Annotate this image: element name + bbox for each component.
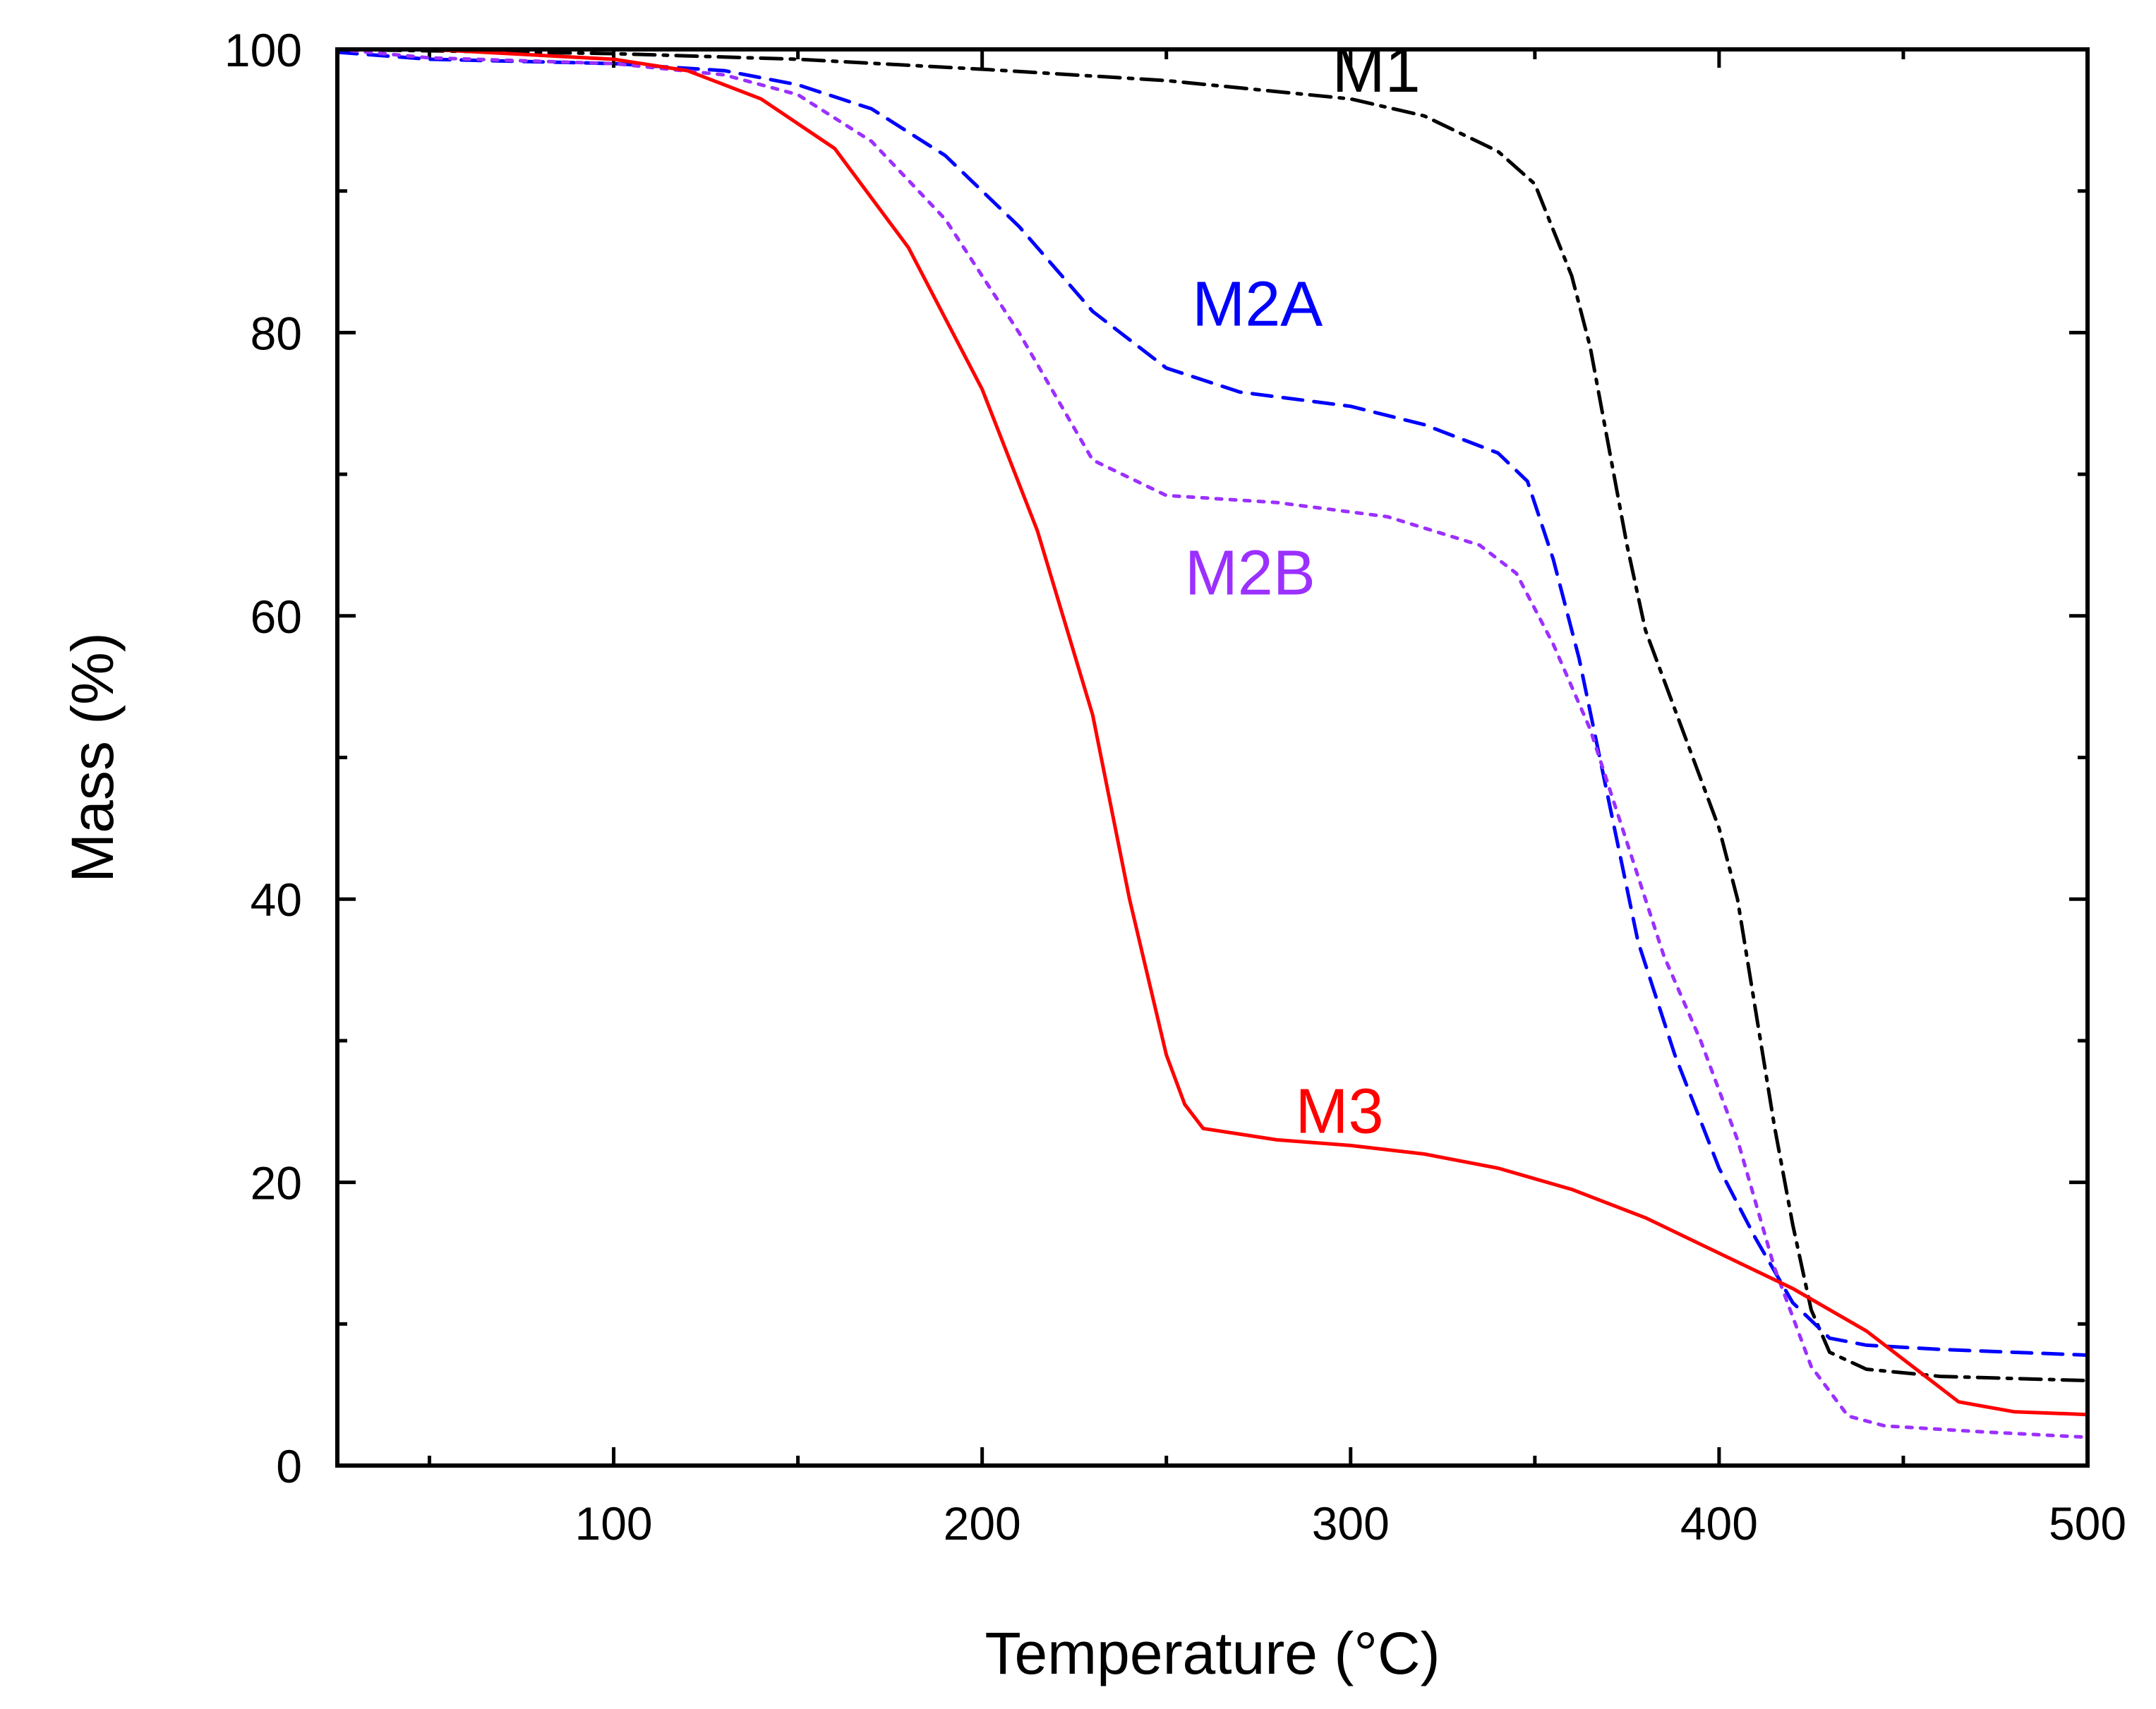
y-tick-label: 60 [251, 591, 302, 643]
y-axis-title: Mass (%) [59, 632, 126, 883]
series-label-m3: M3 [1295, 1076, 1383, 1147]
series-labels: M1 M2A M2B M3 [1185, 35, 1421, 1147]
y-tick-label: 80 [251, 307, 302, 359]
x-tick-label: 200 [944, 1497, 1021, 1550]
tick-labels: 100 200 300 400 500 0 20 40 60 80 100 [224, 24, 2126, 1550]
x-tick-label: 300 [1312, 1497, 1390, 1550]
series-label-m1: M1 [1332, 35, 1421, 106]
y-tick-label: 20 [251, 1157, 302, 1209]
axis-ticks [337, 47, 2090, 1468]
x-axis-title: Temperature (°C) [984, 1620, 1440, 1686]
x-tick-label: 500 [2049, 1497, 2126, 1550]
series-label-m2b: M2B [1185, 538, 1315, 609]
series-label-m2a: M2A [1192, 269, 1323, 339]
series-line-m2a [335, 50, 2090, 1357]
x-tick-label: 400 [1680, 1497, 1758, 1550]
x-tick-label: 100 [575, 1497, 653, 1550]
series-line-m2b [335, 47, 2090, 1439]
y-tick-label: 100 [224, 24, 302, 76]
y-tick-label: 0 [276, 1440, 302, 1492]
series-line-m1 [335, 47, 2090, 1383]
series-line-m3 [335, 47, 2090, 1417]
plot-frame [335, 47, 2090, 1468]
series-lines [335, 47, 2090, 1439]
y-tick-label: 40 [251, 874, 302, 926]
